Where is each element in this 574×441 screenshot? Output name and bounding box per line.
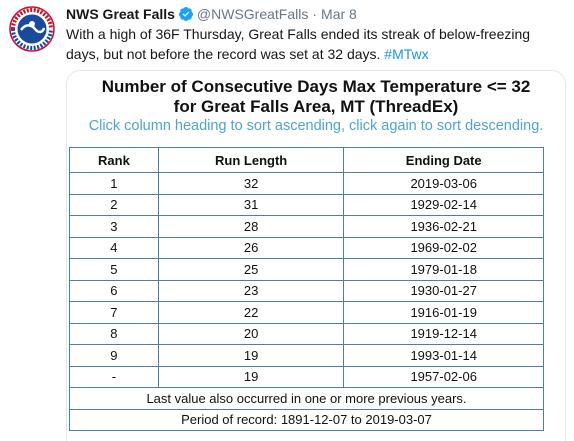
ending-date-cell: 2019-03-06 (343, 172, 544, 195)
run-length-cell: 19 (157, 365, 345, 388)
ending-date-cell: 1930-01-27 (343, 279, 544, 302)
avatar[interactable] (9, 6, 55, 52)
run-length-cell: 23 (157, 279, 345, 302)
table-row: 9 19 1993-01-14 (69, 344, 544, 367)
card-title: Number of Consecutive Days Max Temperatu… (67, 77, 565, 117)
ending-date-cell: 1969-02-02 (343, 236, 544, 259)
run-length-cell: 25 (157, 258, 345, 281)
rank-cell: - (69, 365, 159, 388)
tweet-text-body: With a high of 36F Thursday, Great Falls… (66, 26, 531, 62)
card-title-line-2: for Great Falls Area, MT (ThreadEx) (173, 97, 459, 116)
rank-cell: 5 (69, 258, 159, 281)
column-header-run-length: Run Length (157, 147, 345, 173)
ending-date-cell: 1919-12-14 (343, 322, 544, 345)
rank-cell: 1 (69, 172, 159, 195)
rank-cell: 8 (69, 322, 159, 345)
table-row: 8 20 1919-12-14 (69, 322, 544, 345)
column-header-ending-date: Ending Date (343, 147, 544, 173)
period-row: Period of record: 1891-12-07 to 2019-03-… (69, 408, 544, 431)
ending-date-cell: 1936-02-21 (343, 215, 544, 238)
rank-cell: 3 (69, 215, 159, 238)
run-length-cell: 28 (157, 215, 345, 238)
column-header-rank: Rank (69, 147, 159, 173)
card-title-line-1: Number of Consecutive Days Max Temperatu… (101, 77, 531, 96)
table-row: 6 23 1930-01-27 (69, 279, 544, 302)
table-row: 7 22 1916-01-19 (69, 301, 544, 324)
ending-date-cell: 1993-01-14 (343, 344, 544, 367)
ending-date-cell: 1957-02-06 (343, 365, 544, 388)
table-header-row: Rank Run Length Ending Date (69, 147, 544, 173)
run-length-cell: 32 (157, 172, 345, 195)
footnote-cell: Last value also occurred in one or more … (69, 387, 544, 410)
attached-image-card[interactable]: Number of Consecutive Days Max Temperatu… (66, 70, 566, 441)
ending-date-cell: 1916-01-19 (343, 301, 544, 324)
rank-cell: 6 (69, 279, 159, 302)
rank-cell: 4 (69, 236, 159, 259)
footnote-row: Last value also occurred in one or more … (69, 387, 544, 410)
rank-cell: 2 (69, 193, 159, 216)
rank-cell: 9 (69, 344, 159, 367)
noaa-nws-logo-icon (9, 6, 55, 52)
hashtag-link[interactable]: #MTwx (384, 46, 429, 62)
ending-date-cell: 1929-02-14 (343, 193, 544, 216)
run-length-cell: 22 (157, 301, 345, 324)
run-length-cell: 26 (157, 236, 345, 259)
verified-badge-icon (178, 7, 193, 21)
author-handle[interactable]: @NWSGreatFalls (196, 6, 309, 22)
table-row: 1 32 2019-03-06 (69, 172, 544, 195)
table-row: - 19 1957-02-06 (69, 365, 544, 388)
rank-cell: 7 (69, 301, 159, 324)
table-row: 2 31 1929-02-14 (69, 193, 544, 216)
table-row: 5 25 1979-01-18 (69, 258, 544, 281)
run-length-cell: 19 (157, 344, 345, 367)
ending-date-cell: 1979-01-18 (343, 258, 544, 281)
tweet-header: NWS Great Falls @NWSGreatFalls · Mar 8 (66, 4, 357, 24)
tweet-date[interactable]: Mar 8 (321, 6, 357, 22)
period-of-record-cell: Period of record: 1891-12-07 to 2019-03-… (69, 408, 544, 431)
author-name[interactable]: NWS Great Falls (66, 6, 175, 22)
run-length-cell: 31 (157, 193, 345, 216)
tweet-text: With a high of 36F Thursday, Great Falls… (66, 24, 566, 64)
table-row: 4 26 1969-02-02 (69, 236, 544, 259)
run-length-cell: 20 (157, 322, 345, 345)
separator-dot: · (312, 6, 318, 22)
card-subtitle: Click column heading to sort ascending, … (88, 118, 544, 134)
runs-table: Rank Run Length Ending Date 1 32 2019-03… (69, 147, 544, 431)
table-row: 3 28 1936-02-21 (69, 215, 544, 238)
